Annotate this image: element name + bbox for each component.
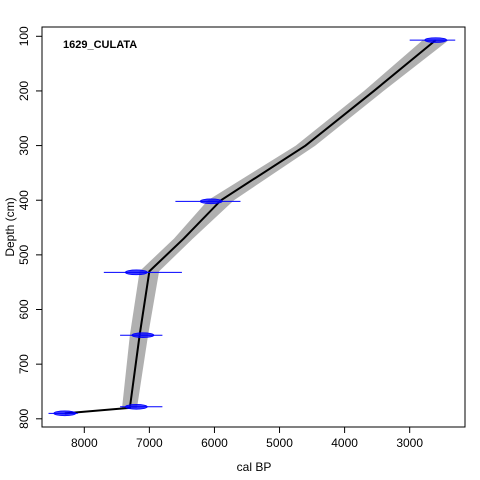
y-tick-label: 400 xyxy=(17,190,31,210)
y-tick-label: 500 xyxy=(17,245,31,265)
y-tick-label: 200 xyxy=(17,81,31,101)
y-tick-label: 300 xyxy=(17,135,31,155)
x-tick-label: 5000 xyxy=(266,436,293,450)
x-axis: 8000 7000 6000 5000 4000 3000 xyxy=(71,426,423,450)
chart-title: 1629_CULATA xyxy=(63,39,137,51)
sample-marker xyxy=(53,410,77,417)
dated-sample-6 xyxy=(48,410,78,417)
y-tick-label: 100 xyxy=(17,26,31,46)
y-axis: 100 200 300 400 500 600 700 800 xyxy=(17,26,43,429)
sample-marker xyxy=(131,332,155,338)
x-tick-label: 8000 xyxy=(71,436,98,450)
y-axis-title: Depth (cm) xyxy=(3,197,17,256)
y-tick-label: 600 xyxy=(17,299,31,319)
plot-area xyxy=(48,37,456,417)
sample-marker xyxy=(199,198,223,205)
uncertainty-envelope xyxy=(61,40,449,414)
x-tick-label: 3000 xyxy=(396,436,423,450)
plot-frame xyxy=(41,26,466,428)
sample-marker xyxy=(124,403,148,410)
x-axis-title: cal BP xyxy=(237,460,272,474)
sample-marker xyxy=(424,37,448,43)
y-tick-label: 800 xyxy=(17,408,31,428)
x-tick-label: 4000 xyxy=(331,436,358,450)
dated-sample-2 xyxy=(175,198,241,205)
dated-sample-5 xyxy=(120,403,163,410)
y-tick-label: 700 xyxy=(17,354,31,374)
sample-marker xyxy=(124,269,148,276)
dated-sample-1 xyxy=(409,37,456,43)
x-tick-label: 7000 xyxy=(136,436,163,450)
age-depth-line xyxy=(64,39,437,415)
x-tick-label: 6000 xyxy=(201,436,228,450)
dated-sample-3 xyxy=(103,269,182,276)
dated-sample-4 xyxy=(120,332,163,338)
